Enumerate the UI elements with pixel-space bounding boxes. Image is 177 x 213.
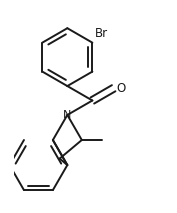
Text: O: O	[116, 82, 126, 95]
Text: N: N	[63, 110, 72, 120]
Text: Br: Br	[95, 27, 108, 40]
